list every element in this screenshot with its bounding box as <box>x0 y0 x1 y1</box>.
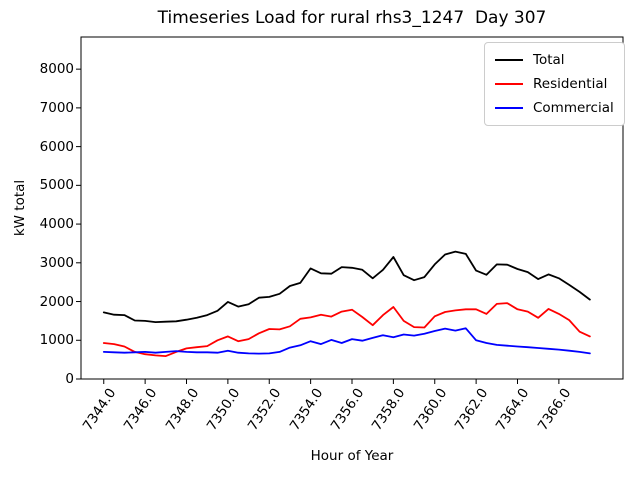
legend-line-icon <box>495 106 523 110</box>
chart-title: Timeseries Load for rural rhs3_1247 Day … <box>157 8 547 28</box>
y-tick-label: 2000 <box>39 293 74 310</box>
y-tick-label: 6000 <box>39 138 74 155</box>
y-tick-label: 8000 <box>39 61 74 78</box>
legend-line-icon <box>495 82 523 86</box>
legend-label: Residential <box>533 76 608 92</box>
y-tick-label: 3000 <box>39 254 74 271</box>
total-line <box>102 250 591 324</box>
legend-label: Commercial <box>533 100 614 116</box>
y-tick-label: 1000 <box>39 332 74 349</box>
legend-label: Total <box>533 52 565 68</box>
legend-item-residential: Residential <box>495 72 614 96</box>
x-axis-label: Hour of Year <box>310 448 394 464</box>
y-tick-label: 7000 <box>39 99 74 116</box>
legend-line-icon <box>495 58 523 62</box>
legend-item-total: Total <box>495 48 614 72</box>
y-tick-label: 5000 <box>39 177 74 194</box>
legend: Total Residential Commercial <box>484 42 625 126</box>
legend-item-commercial: Commercial <box>495 96 614 120</box>
residential-line <box>102 302 591 358</box>
y-tick-label: 4000 <box>39 216 74 233</box>
y-tick-label: 0 <box>65 371 74 387</box>
commercial-line <box>102 327 591 355</box>
